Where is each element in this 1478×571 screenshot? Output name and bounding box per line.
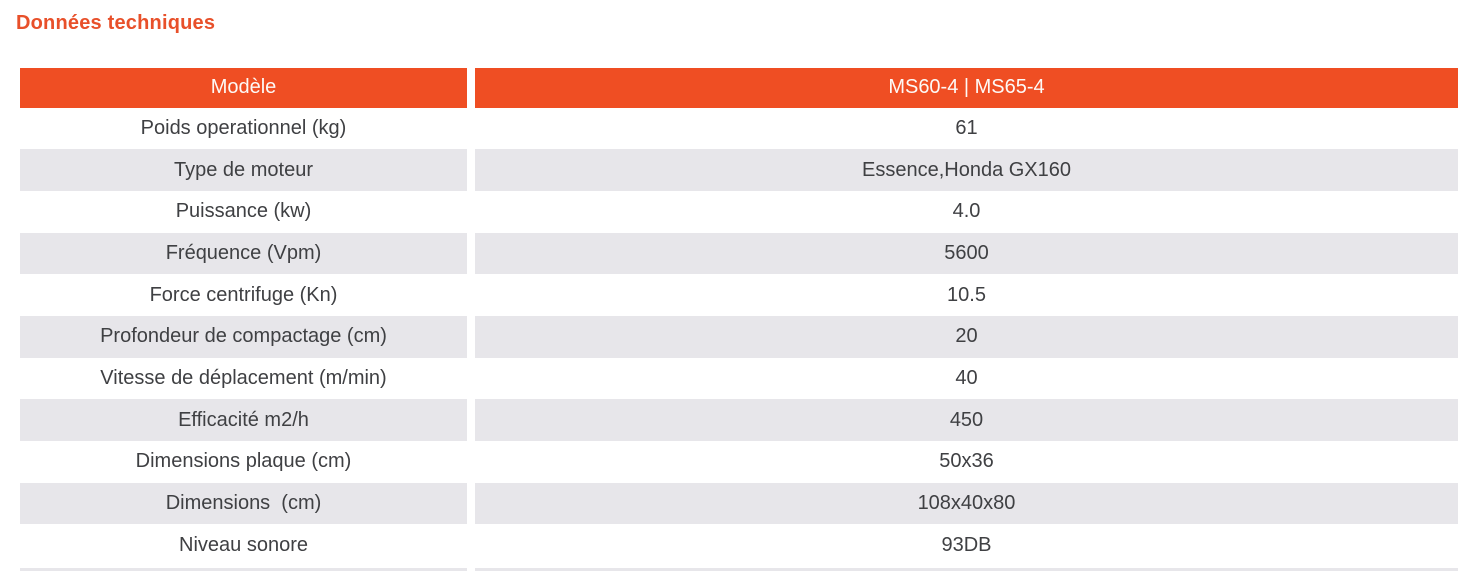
spec-label-cell: Type de moteur [20, 149, 467, 191]
spec-label-cell: Fréquence (Vpm) [20, 232, 467, 275]
spec-value-cell: 4.0 [475, 190, 1458, 233]
spec-label-cell: Poids operationnel (kg) [20, 107, 467, 150]
table-row: Force centrifuge (Kn) 10.5 [20, 274, 1458, 316]
spec-value-cell: Essence,Honda GX160 [475, 149, 1458, 191]
table-row: Dimensions (cm) 108x40x80 [20, 482, 1458, 525]
table-header-row: Modèle MS60-4 | MS65-4 [20, 68, 1458, 108]
spec-value-cell: 40 [475, 357, 1458, 400]
table-row: Vitesse de déplacement (m/min) 40 [20, 357, 1458, 400]
page-title: Données techniques [16, 12, 216, 34]
spec-value-cell: 61 [475, 107, 1458, 150]
spec-value-cell: 108x40x80 [475, 482, 1458, 525]
table-row: Efficacité m2/h 450 [20, 399, 1458, 441]
table-row: Niveau sonore 93DB [20, 524, 1458, 567]
next-row-cutoff-edge [20, 568, 1458, 571]
table-row: Profondeur de compactage (cm) 20 [20, 315, 1458, 358]
next-row-cutoff-right [475, 568, 1458, 571]
spec-value-cell: 20 [475, 315, 1458, 358]
next-row-cutoff-left [20, 568, 467, 571]
spec-label-cell: Profondeur de compactage (cm) [20, 315, 467, 358]
spec-value-cell: 50x36 [475, 441, 1458, 483]
table-row: Type de moteur Essence,Honda GX160 [20, 149, 1458, 191]
spec-value-cell: 450 [475, 399, 1458, 441]
spec-label-cell: Niveau sonore [20, 524, 467, 567]
table-row: Puissance (kw) 4.0 [20, 190, 1458, 233]
spec-label-cell: Dimensions (cm) [20, 482, 467, 525]
spec-label-cell: Vitesse de déplacement (m/min) [20, 357, 467, 400]
spec-value-cell: 10.5 [475, 274, 1458, 316]
spec-label-cell: Efficacité m2/h [20, 399, 467, 441]
spec-label-cell: Dimensions plaque (cm) [20, 441, 467, 483]
spec-value-cell: 5600 [475, 232, 1458, 275]
table-row: Poids operationnel (kg) 61 [20, 107, 1458, 150]
table-row: Fréquence (Vpm) 5600 [20, 232, 1458, 275]
header-model-label: Modèle [20, 68, 467, 108]
spec-value-cell: 93DB [475, 524, 1458, 567]
technical-data-table: Modèle MS60-4 | MS65-4 Poids operationne… [20, 68, 1458, 567]
table-row: Dimensions plaque (cm) 50x36 [20, 441, 1458, 483]
spec-label-cell: Force centrifuge (Kn) [20, 274, 467, 316]
header-model-value: MS60-4 | MS65-4 [475, 68, 1458, 108]
spec-label-cell: Puissance (kw) [20, 190, 467, 233]
